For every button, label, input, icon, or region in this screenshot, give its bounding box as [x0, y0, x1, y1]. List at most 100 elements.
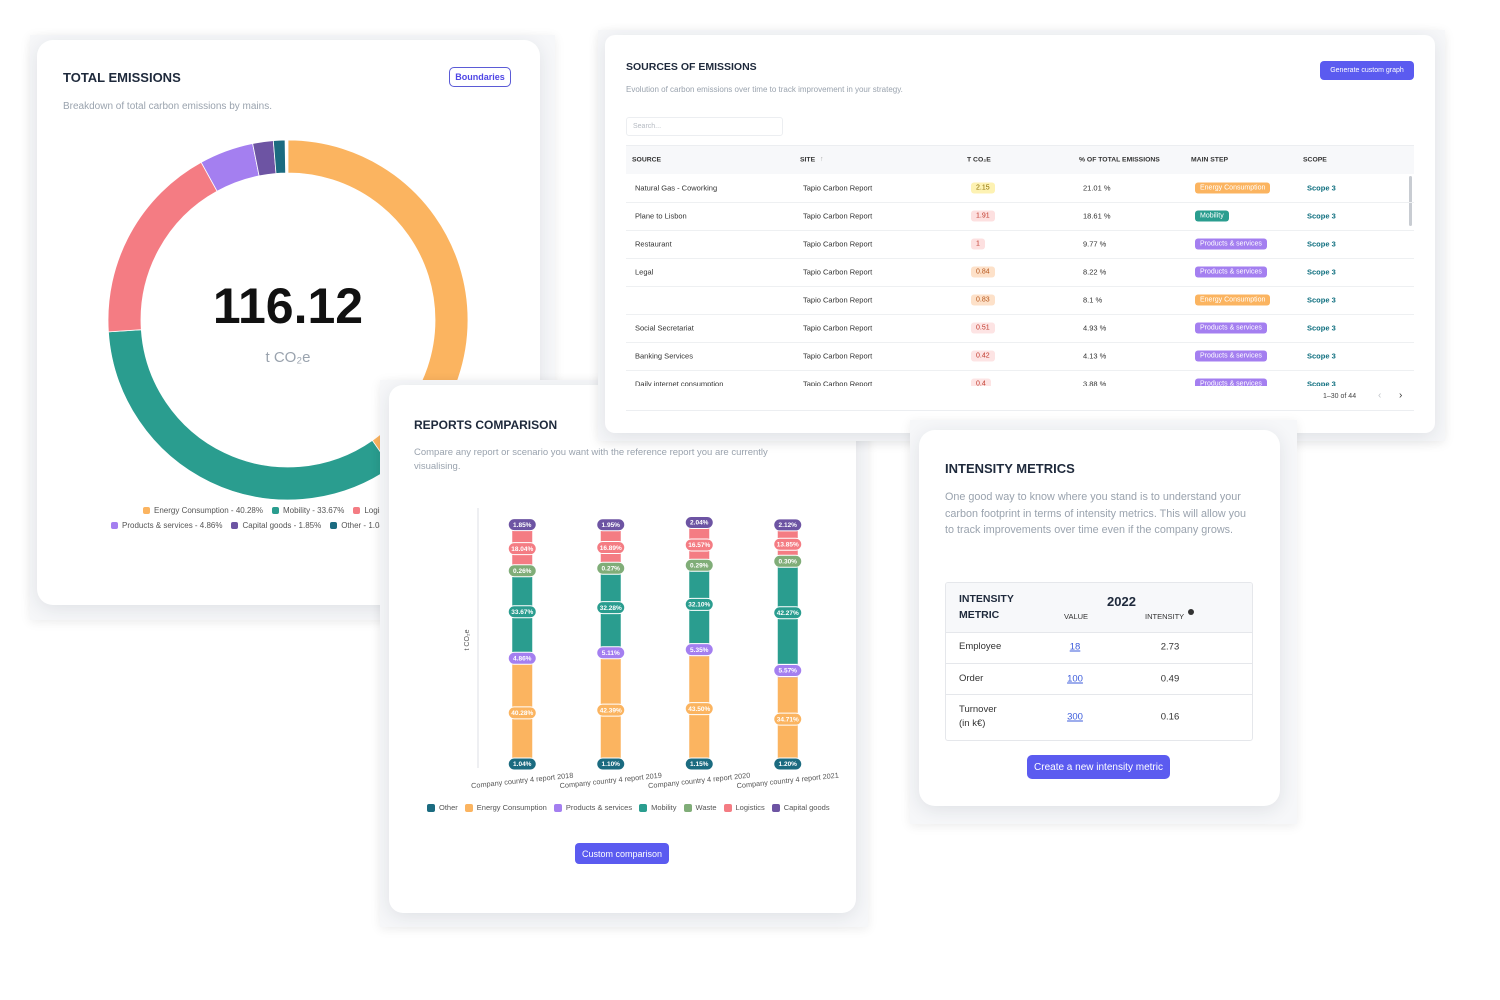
percent-cell: 4.13 %: [1083, 351, 1107, 361]
tco2-badge: 0.84: [971, 266, 995, 278]
scope-cell: Scope 3: [1307, 211, 1336, 221]
legend-item[interactable]: Other: [427, 803, 458, 812]
value-label-pill: [507, 651, 537, 665]
row-divider: [946, 663, 1252, 664]
info-icon[interactable]: [1188, 609, 1194, 615]
site-cell: Tapio Carbon Report: [803, 351, 873, 361]
source-cell: Social Secretariat: [635, 323, 694, 333]
tco2-badge: 1: [971, 238, 985, 250]
value-label: 2.04%: [690, 520, 709, 527]
custom-comparison-button[interactable]: Custom comparison: [575, 843, 669, 864]
value-label-pill: [773, 518, 803, 532]
percent-cell: 4.93 %: [1083, 323, 1107, 333]
percent-cell: 3.88 %: [1083, 379, 1107, 387]
scope-cell: Scope 3: [1307, 239, 1336, 249]
value-label-pill: [596, 518, 626, 532]
legend-swatch: [330, 522, 338, 529]
legend-item[interactable]: Logistics: [723, 803, 765, 812]
search-input[interactable]: Search...: [626, 117, 783, 136]
value-label: 32.10%: [688, 602, 710, 609]
scope-cell: Scope 3: [1307, 351, 1336, 361]
legend-label: Logistics: [735, 803, 765, 812]
legend-item[interactable]: Energy Consumption: [464, 803, 547, 812]
value-label-pill: [596, 646, 626, 660]
column-header: % OF TOTAL EMISSIONS: [1079, 156, 1160, 164]
main-step-badge: Products & services: [1195, 266, 1267, 278]
card-title: INTENSITY METRICS: [945, 461, 1075, 476]
legend-label: Waste: [695, 803, 717, 812]
legend-label: Products & services - 4.86%: [122, 521, 223, 530]
source-cell: Plane to Lisbon: [635, 211, 687, 221]
table-header: [946, 583, 1252, 632]
legend-swatch: [771, 803, 780, 812]
source-cell: Restaurant: [635, 239, 672, 249]
value-label: 1.95%: [602, 522, 621, 529]
create-metric-button[interactable]: Create a new intensity metric: [1027, 755, 1170, 779]
percent-cell: 21.01 %: [1083, 183, 1111, 193]
value-label-pill: [596, 703, 626, 717]
scope-cell: Scope 3: [1307, 323, 1336, 333]
percent-cell: 9.77 %: [1083, 239, 1107, 249]
sort-icon[interactable]: ↑: [820, 156, 824, 163]
value-link[interactable]: 300: [1067, 711, 1083, 723]
donut-segment: [272, 139, 287, 174]
value-label-pill: [596, 601, 626, 615]
legend-swatch: [427, 803, 435, 812]
row-divider: [626, 286, 1414, 287]
scrollbar[interactable]: [1409, 176, 1412, 226]
year-header: 2022: [1107, 594, 1136, 609]
x-tick-label: Company country 4 report 2021: [736, 771, 839, 791]
divider: [626, 410, 1414, 411]
site-cell: Tapio Carbon Report: [803, 239, 873, 249]
legend-swatch: [723, 803, 732, 812]
next-page[interactable]: ›: [1399, 390, 1403, 401]
column-header: MAIN STEP: [1191, 156, 1229, 164]
legend-item[interactable]: Capital goods: [771, 803, 830, 812]
row-divider: [626, 370, 1414, 371]
site-cell: Tapio Carbon Report: [803, 323, 873, 333]
site-cell: Tapio Carbon Report: [803, 267, 873, 277]
generate-graph-button[interactable]: Generate custom graph: [1320, 61, 1414, 80]
value-label: 18.04%: [511, 546, 533, 553]
row-divider: [626, 202, 1414, 203]
column-header: T CO₂E: [967, 156, 991, 164]
legend-label: Energy Consumption - 40.28%: [154, 506, 263, 515]
legend-label: Mobility - 33.67%: [282, 506, 345, 515]
value-label: 1.04%: [513, 761, 532, 768]
value-label: 0.29%: [690, 563, 709, 570]
value-label: 0.26%: [513, 568, 532, 575]
legend-item[interactable]: Products & services: [553, 803, 632, 812]
value-link[interactable]: 100: [1067, 673, 1083, 685]
row-divider: [946, 632, 1252, 633]
legend-item: Capital goods - 1.85%: [231, 521, 321, 530]
value-link[interactable]: 18: [1069, 641, 1081, 653]
value-label: 5.11%: [602, 650, 620, 657]
boundaries-button[interactable]: Boundaries: [449, 67, 511, 87]
table-header: [626, 146, 1414, 174]
legend-item[interactable]: Waste: [683, 803, 717, 812]
legend-swatch: [683, 803, 692, 812]
main-step-badge: Products & services: [1195, 322, 1267, 334]
value-label: 13.85%: [777, 541, 799, 548]
value-label: 2.12%: [779, 522, 798, 529]
card-title: SOURCES OF EMISSIONS: [626, 61, 757, 73]
column-header[interactable]: SITE: [800, 156, 816, 164]
source-cell: Daily internet consumption: [635, 379, 724, 387]
metric-cell: Order: [959, 673, 984, 684]
legend: Other Energy Consumption Products & servic…: [427, 803, 830, 812]
source-cell: Legal: [635, 267, 654, 277]
value-label-pill: [773, 554, 803, 568]
value-label: 1.20%: [779, 761, 798, 768]
scope-cell: Scope 3: [1307, 379, 1336, 387]
search-placeholder: Search...: [633, 123, 662, 130]
row-divider: [946, 694, 1252, 695]
metric-cell: Turnover (in k€): [959, 704, 997, 729]
prev-page[interactable]: ‹: [1378, 390, 1382, 401]
legend-item[interactable]: Mobility: [639, 803, 677, 812]
value-label: 1.10%: [602, 761, 621, 768]
value-label-pill: [596, 757, 626, 771]
tco2-badge: 2.15: [971, 182, 995, 194]
